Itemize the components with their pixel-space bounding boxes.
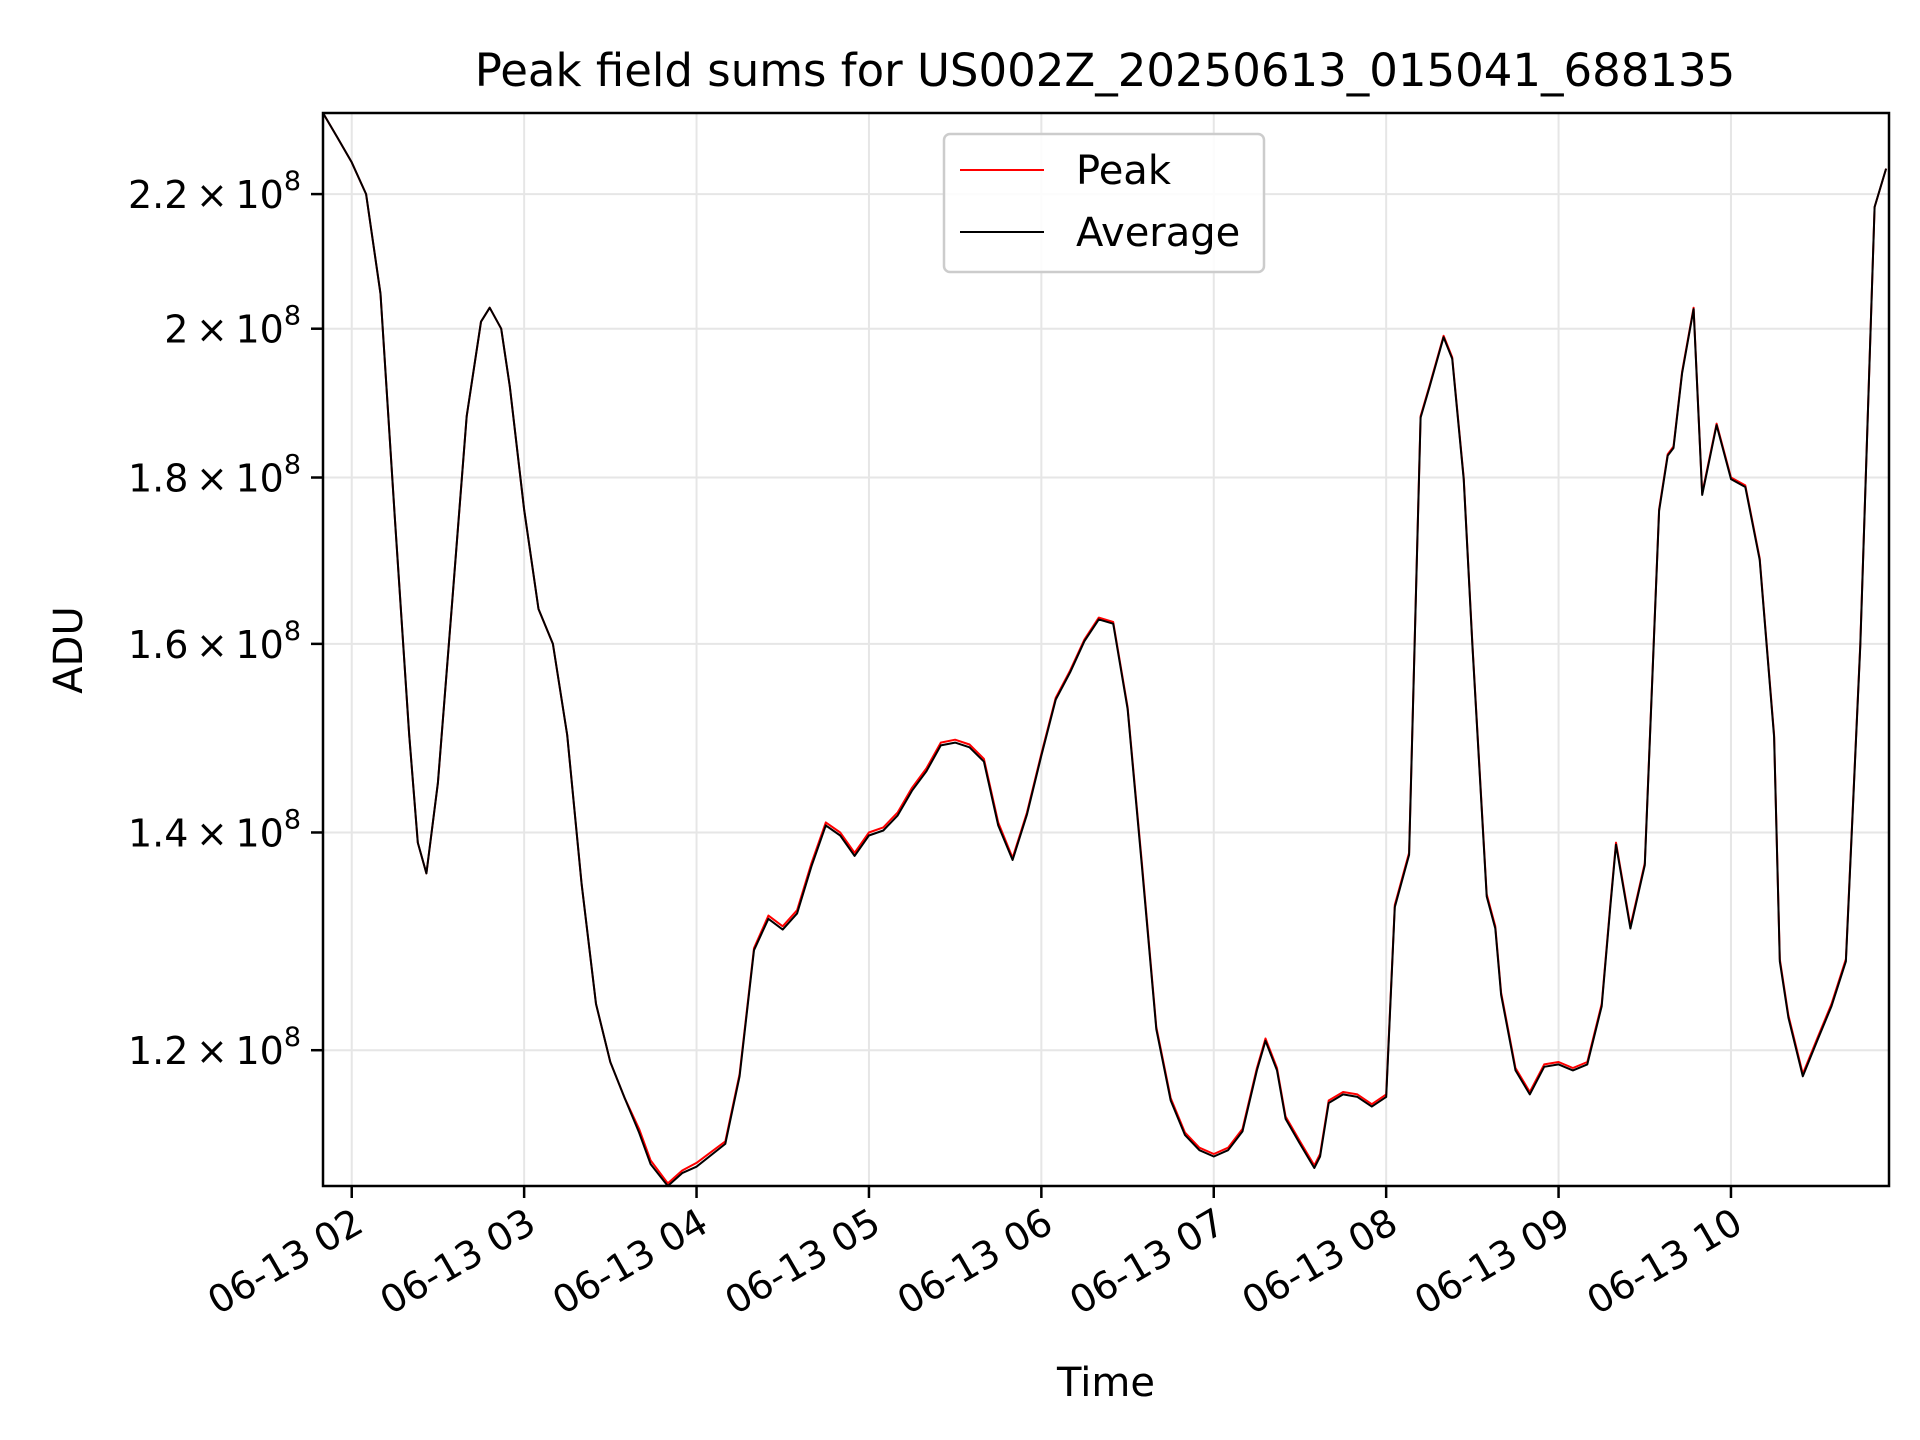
y-tick-label: 2 × 108 bbox=[164, 301, 301, 352]
y-axis-label: ADU bbox=[46, 606, 92, 693]
chart-title: Peak field sums for US002Z_20250613_0150… bbox=[475, 44, 1736, 97]
y-tick-label: 1.8 × 108 bbox=[128, 450, 301, 501]
series-line-average bbox=[322, 112, 1888, 1187]
legend-label-peak: Peak bbox=[1076, 148, 1172, 194]
y-tick-label: 1.6 × 108 bbox=[128, 616, 301, 667]
x-axis-label: Time bbox=[1056, 1360, 1155, 1406]
y-tick-label: 1.4 × 108 bbox=[128, 804, 301, 855]
y-tick-label: 1.2 × 108 bbox=[128, 1022, 301, 1073]
y-tick-label: 2.2 × 108 bbox=[128, 166, 301, 217]
y-axis: 1.2 × 108 1.4 × 108 1.6 × 108 1.8 × 108 2 × … bbox=[128, 166, 323, 1073]
legend-label-average: Average bbox=[1076, 210, 1240, 256]
legend-box bbox=[942, 132, 1266, 274]
legend: Peak Average bbox=[942, 132, 1266, 274]
plot-area-frame bbox=[321, 111, 1891, 1188]
series-layer bbox=[322, 112, 1888, 1187]
